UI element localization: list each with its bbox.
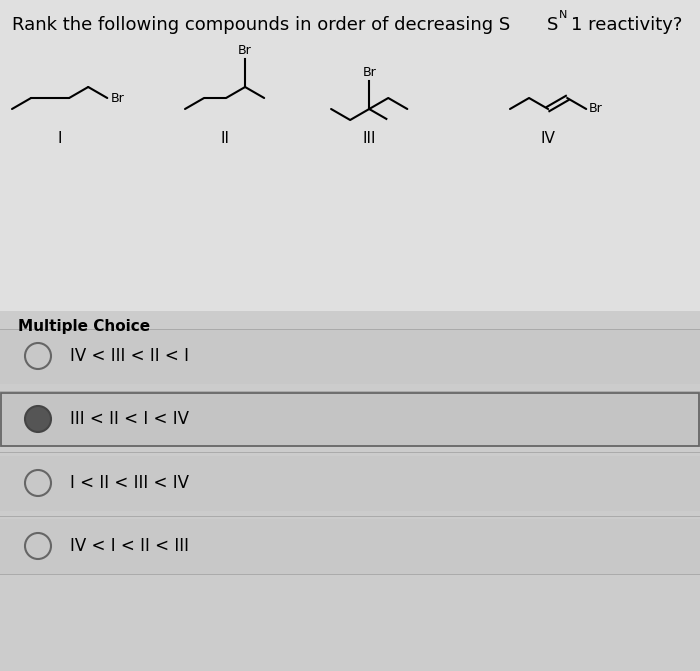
Text: IV < III < II < I: IV < III < II < I (70, 347, 189, 365)
Text: Br: Br (363, 66, 376, 79)
Text: I < II < III < IV: I < II < III < IV (70, 474, 189, 492)
Text: IV < I < II < III: IV < I < II < III (70, 537, 189, 555)
Text: Br: Br (589, 103, 603, 115)
Text: Multiple Choice: Multiple Choice (18, 319, 150, 334)
Text: Rank the following compounds in order of decreasing S: Rank the following compounds in order of… (12, 16, 510, 34)
Text: N: N (559, 10, 567, 20)
Text: Br: Br (111, 91, 124, 105)
Text: III: III (363, 131, 376, 146)
Text: IV: IV (540, 131, 556, 146)
Bar (0, 456, 700, 511)
Bar (0, 519, 700, 574)
Text: I: I (57, 131, 62, 146)
Bar (0, 311, 700, 671)
Bar (1, 393, 699, 446)
Bar (0, 391, 700, 446)
Bar (0, 329, 700, 384)
Bar (0, 0, 700, 311)
Circle shape (25, 406, 51, 432)
Text: 1 reactivity?: 1 reactivity? (571, 16, 682, 34)
Text: S: S (547, 16, 559, 34)
Text: III < II < I < IV: III < II < I < IV (70, 410, 189, 428)
Text: Br: Br (238, 44, 252, 57)
Text: II: II (220, 131, 229, 146)
